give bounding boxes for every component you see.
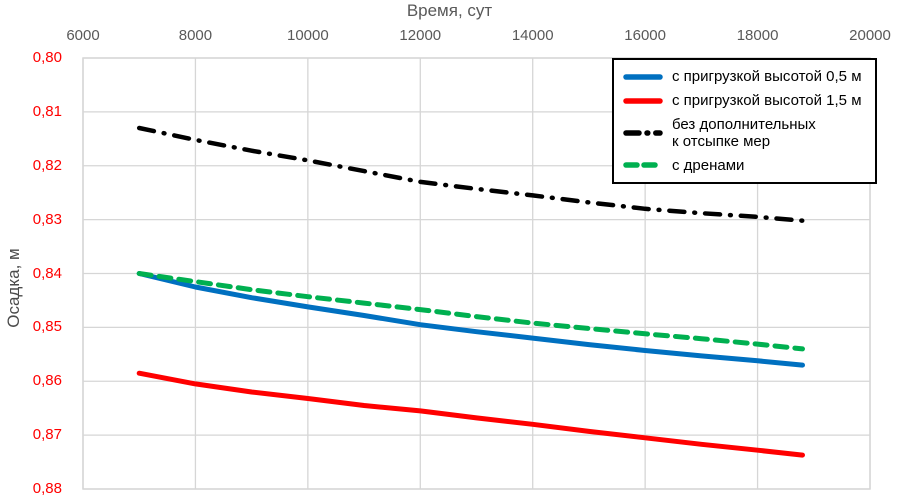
series-line <box>136 271 805 352</box>
y-tick-label: 0,85 <box>32 318 62 336</box>
legend-item: с пригрузкой высотой 1,5 м <box>622 92 869 109</box>
y-tick-label: 0,82 <box>32 156 62 174</box>
legend-item: с дренами <box>622 157 869 174</box>
legend: с пригрузкой высотой 0,5 м с пригрузкой в… <box>612 58 877 184</box>
x-tick-label: 20000 <box>849 27 891 44</box>
x-tick-label: 14000 <box>511 27 554 44</box>
x-tick-label: 6000 <box>66 27 100 44</box>
legend-line-swatch <box>623 130 663 136</box>
legend-line-swatch <box>623 97 663 104</box>
x-axis-title: Время, сут <box>406 1 493 20</box>
x-tick-label: 16000 <box>624 27 666 44</box>
x-tick-label: 18000 <box>736 27 779 44</box>
y-tick-label: 0,80 <box>32 49 62 66</box>
legend-item: без дополнительных к отсыпке мер <box>622 116 869 151</box>
legend-line-swatch <box>623 74 663 80</box>
x-tick-label: 8000 <box>178 27 213 44</box>
y-tick-label: 0,87 <box>32 426 62 444</box>
y-tick-label: 0,84 <box>32 264 62 282</box>
y-tick-label: 0,83 <box>32 210 62 228</box>
series-line <box>136 125 805 223</box>
plot-border <box>82 57 871 490</box>
series-line <box>136 370 805 458</box>
y-tick-label: 0,86 <box>32 372 62 390</box>
legend-item-label: без дополнительных к отсыпке мер <box>672 115 816 150</box>
series-line <box>136 271 805 368</box>
y-tick-label: 0,88 <box>32 480 62 497</box>
legend-item-label: с дренами <box>672 156 745 174</box>
legend-line-swatch <box>623 162 663 168</box>
legend-item: с пригрузкой высотой 0,5 м <box>622 68 869 85</box>
x-tick-label: 12000 <box>399 27 442 44</box>
legend-item-label: с пригрузкой высотой 1,5 м <box>672 91 862 109</box>
y-tick-label: 0,81 <box>32 102 62 120</box>
legend-item-label: с пригрузкой высотой 0,5 м <box>672 68 862 86</box>
x-tick-label: 10000 <box>286 27 329 44</box>
